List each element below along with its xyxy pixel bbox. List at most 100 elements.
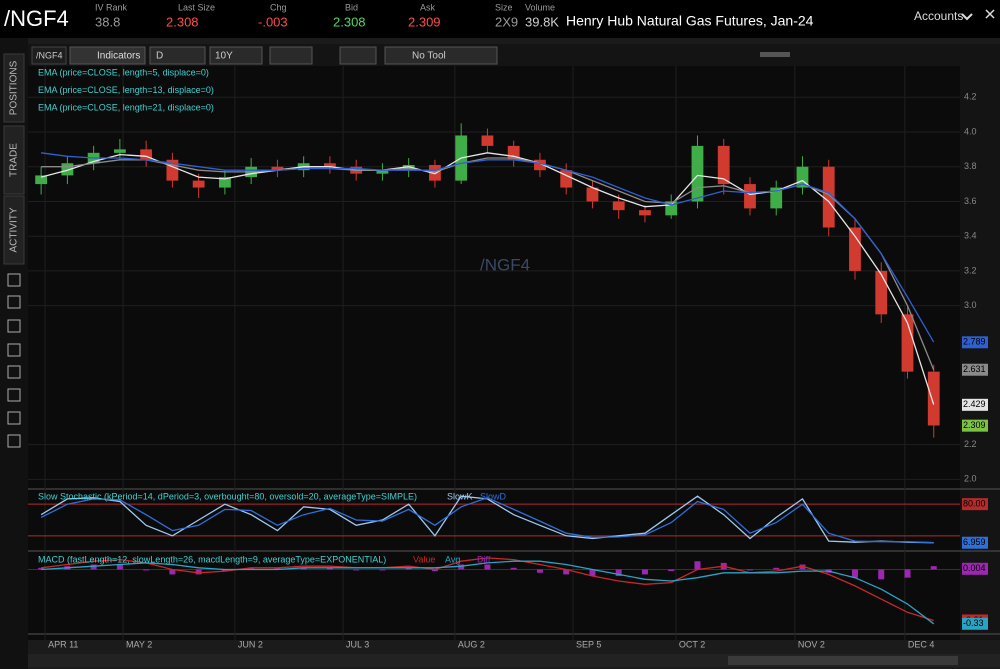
diff-bar <box>221 569 228 572</box>
ema-line <box>41 152 935 343</box>
x-tick-label: SEP 5 <box>576 639 601 649</box>
candle-body <box>140 149 153 160</box>
accounts-menu[interactable]: Accounts <box>914 9 963 23</box>
drawing-select[interactable] <box>339 46 377 65</box>
tool-select[interactable] <box>384 46 498 65</box>
field-label: Chg <box>270 2 287 12</box>
price-tag <box>962 336 988 349</box>
candle-body <box>113 149 126 153</box>
price-tag-label: 2.631 <box>963 364 986 374</box>
diff-bar <box>773 567 780 570</box>
x-tick-label: OCT 2 <box>679 639 705 649</box>
price-tag-label: 2.309 <box>963 420 986 430</box>
side-icon <box>7 388 21 402</box>
aggregation-select[interactable] <box>149 46 206 65</box>
diff-bar <box>563 569 570 575</box>
diff-bar <box>589 569 596 577</box>
candle-body <box>192 180 205 188</box>
side-icon <box>7 343 21 357</box>
field-label: Size <box>495 2 513 12</box>
price-axis <box>960 66 1000 640</box>
candle-body <box>744 184 756 209</box>
x-tick-label: JUN 2 <box>238 639 263 649</box>
field-label: Ask <box>420 2 436 12</box>
field-value: 38.8 <box>95 14 120 29</box>
study-label: EMA (price=CLOSE, length=5, displace=0) <box>38 67 209 77</box>
legend-entry: Value <box>413 554 435 564</box>
candle-body <box>481 135 494 146</box>
range-label[interactable]: 10Y <box>215 51 233 62</box>
side-icon <box>7 319 21 333</box>
diff-bar <box>641 569 648 575</box>
candle-body <box>665 201 678 216</box>
range-select[interactable] <box>209 46 263 65</box>
indicators-button[interactable] <box>69 46 146 65</box>
diff-bar <box>405 567 412 570</box>
side-tab <box>3 125 25 195</box>
diff-bar <box>90 564 97 570</box>
study-tag <box>962 536 988 549</box>
quote-fields: IV Rank 38.8 Last Size 2.308 Chg -.003 Bid 2.30… <box>95 2 559 29</box>
side-icon <box>7 295 21 309</box>
scroll-thumb[interactable] <box>728 656 958 665</box>
style-select[interactable] <box>269 46 313 65</box>
study-title: Slow Stochastic (kPeriod=14, dPeriod=3, … <box>38 491 417 501</box>
close-icon[interactable] <box>985 9 995 19</box>
candle-body <box>507 145 520 160</box>
candle-body <box>849 227 861 271</box>
candle-body <box>612 201 625 211</box>
candle-body <box>875 270 888 315</box>
side-tab-label: POSITIONS <box>9 60 20 115</box>
tool-label[interactable]: No Tool <box>412 51 446 62</box>
candle-body <box>770 187 783 209</box>
diff-bar <box>904 569 911 578</box>
aggregation-label[interactable]: D <box>156 51 163 62</box>
accounts-caret <box>961 13 973 21</box>
ema-line <box>40 152 935 405</box>
diff-bar <box>484 564 491 570</box>
candle-body <box>429 164 441 181</box>
study-tag-label: 80.00 <box>963 499 986 509</box>
diff-bar <box>851 569 858 578</box>
y-tick-label: 2.0 <box>964 474 977 484</box>
zoom-handle[interactable] <box>760 52 790 57</box>
candle-body <box>560 170 573 188</box>
field-value: 39.8K <box>525 14 559 29</box>
y-tick-label: 3.8 <box>964 161 977 171</box>
diff-bar <box>668 569 675 572</box>
diff-bar <box>248 567 255 570</box>
x-tick-label: DEC 4 <box>908 639 935 649</box>
symbol-box[interactable] <box>31 46 67 65</box>
watermark: /NGF4 <box>480 255 530 274</box>
side-tabs: POSITIONS TRADE ACTIVITY <box>3 53 25 448</box>
side-tab <box>3 53 25 123</box>
price-tag <box>962 363 988 376</box>
x-tick-label: JUL 3 <box>346 639 369 649</box>
field-value: -.003 <box>258 14 288 29</box>
diff-bar <box>536 569 543 573</box>
diff-bar <box>510 567 517 570</box>
study-tag-label: 6.959 <box>963 537 986 547</box>
macd-line <box>41 560 935 625</box>
toolbar-symbol[interactable]: /NGF4 <box>36 50 63 60</box>
field-label: IV Rank <box>95 2 128 12</box>
legend-entry: SlowD <box>480 491 507 501</box>
diff-bar <box>746 569 753 571</box>
candle-body <box>218 177 231 188</box>
study-label: EMA (price=CLOSE, length=13, displace=0) <box>38 85 214 95</box>
diff-bar <box>799 564 806 570</box>
price-tag-label: 2.789 <box>963 337 986 347</box>
field-label: Bid <box>345 2 358 12</box>
diff-bar <box>694 561 701 570</box>
side-icon <box>7 273 21 287</box>
y-tick-label: 3.0 <box>964 300 977 310</box>
candle-body <box>796 166 809 188</box>
diff-bar <box>431 569 438 572</box>
legend-entry: Avg <box>445 554 460 564</box>
indicators-label[interactable]: Indicators <box>97 51 140 62</box>
side-icon <box>7 434 21 448</box>
candle-body <box>822 166 835 228</box>
diff-bar <box>195 569 202 575</box>
price-tag <box>962 617 988 630</box>
